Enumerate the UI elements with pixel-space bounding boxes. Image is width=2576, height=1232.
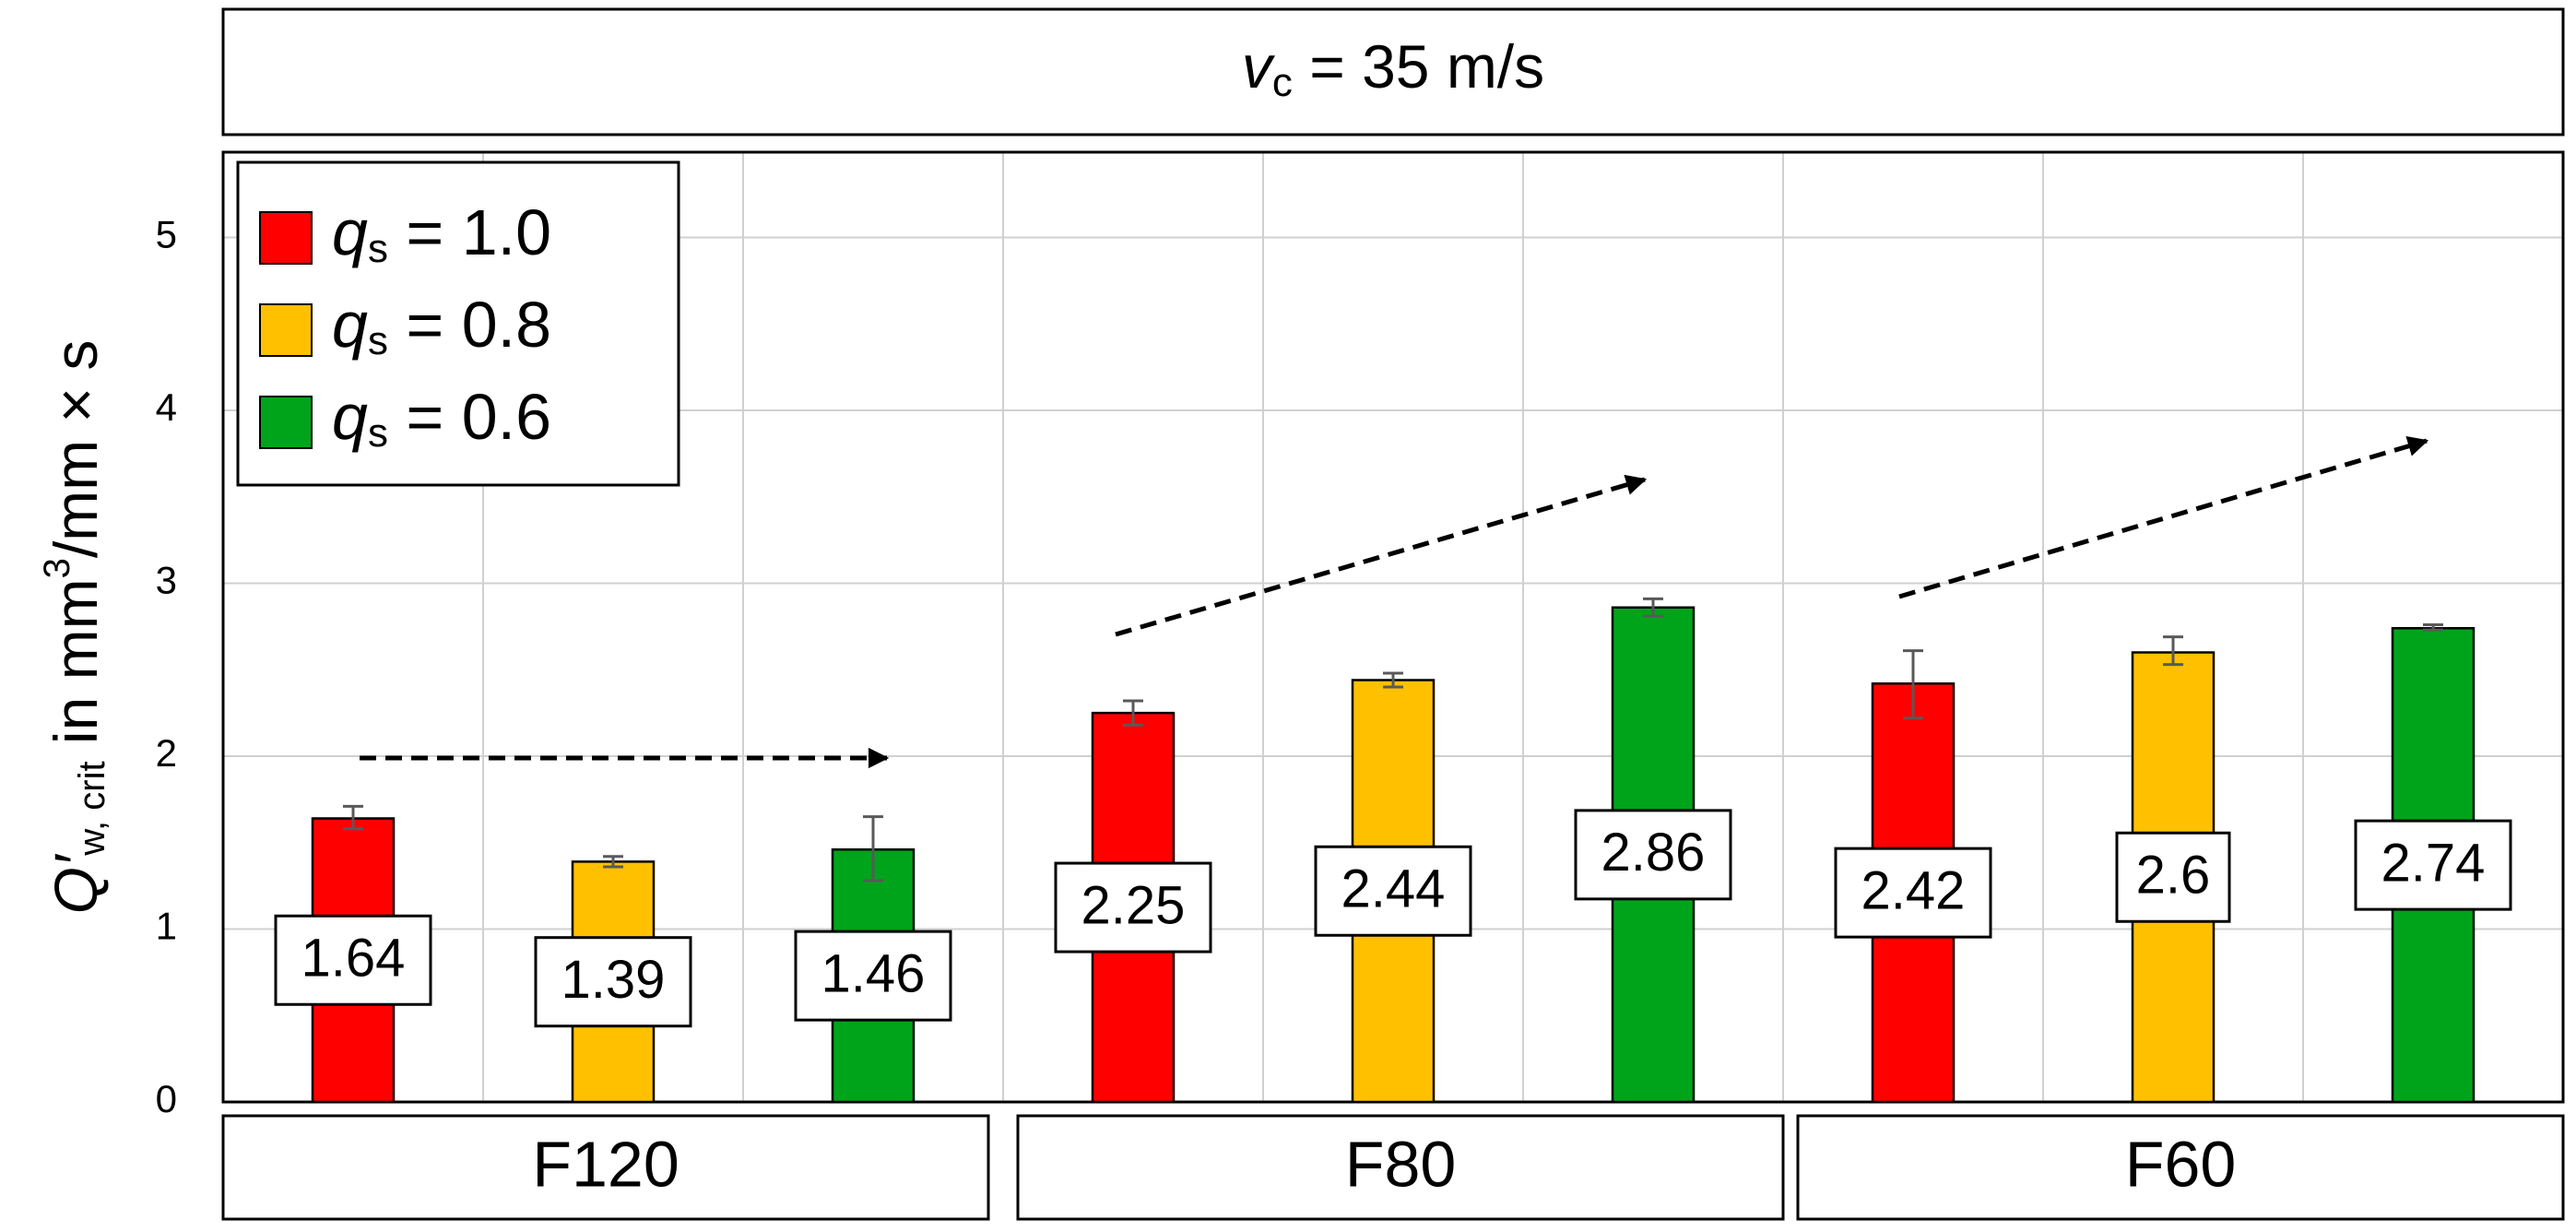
group-box-f80 [1016, 1114, 1785, 1221]
y-tick-label-5: 5 [156, 213, 177, 256]
y-axis-title-main: Q′ [41, 853, 110, 914]
data-label-box-f60-series-3 [2354, 819, 2512, 911]
data-label-box-f60-series-2 [2115, 831, 2231, 923]
legend-label-1: qs = 1.0 [332, 196, 551, 270]
group-box-f60 [1796, 1114, 2565, 1221]
trend-arrow-f60 [1898, 435, 2429, 599]
data-label-f80-series-3: 2.86 [1601, 823, 1706, 883]
data-label-f60-series-2: 2.6 [2136, 846, 2211, 906]
header-sub: c [1272, 60, 1293, 105]
group-label-f80: F80 [1345, 1128, 1457, 1200]
legend-swatch-3 [259, 396, 313, 449]
y-tick-label-2: 2 [156, 731, 177, 775]
y-axis-title-rest: in mm [41, 578, 110, 761]
group-label-f120: F120 [532, 1128, 679, 1200]
header-box [221, 7, 2565, 136]
legend-swatch-2 [259, 303, 313, 357]
data-label-f80-series-1: 2.25 [1081, 875, 1186, 935]
trend-arrow-f80 [1115, 474, 1648, 637]
y-axis-title-sub: w, crit [72, 761, 112, 856]
legend: qs = 1.0 qs = 0.8 qs = 0.6 [236, 160, 680, 487]
data-label-box-f80-series-2 [1314, 845, 1472, 937]
data-label-box-f120-series-1 [274, 914, 432, 1006]
data-label-box-f120-series-3 [794, 930, 952, 1022]
data-label-f60-series-3: 2.74 [2381, 833, 2486, 893]
x-axis-groups: F120 F80 F60 [221, 1114, 2565, 1221]
data-label-box-f60-series-1 [1834, 847, 1992, 939]
y-tick-label-3: 3 [156, 559, 177, 602]
data-label-f120-series-2: 1.39 [561, 950, 666, 1010]
header-rest: = 35 m/s [1293, 32, 1544, 101]
group-label-f60: F60 [2125, 1128, 2237, 1200]
header-label: vc = 35 m/s [1242, 32, 1544, 104]
data-label-box-f80-series-1 [1054, 861, 1212, 954]
legend-label-2: qs = 0.8 [332, 289, 551, 362]
data-label-box-f120-series-2 [534, 936, 692, 1028]
y-axis-title-sup: 3 [37, 558, 77, 578]
y-tick-label-4: 4 [156, 385, 177, 429]
data-label-box-f80-series-3 [1574, 809, 1732, 901]
y-axis-title: Q′w, crit in mm3/mm × s [37, 340, 112, 915]
data-label-f80-series-2: 2.44 [1341, 859, 1446, 919]
y-axis-title-rest2: /mm × s [41, 340, 110, 559]
data-label-f60-series-1: 2.42 [1861, 860, 1966, 920]
group-box-f120 [221, 1114, 990, 1221]
bars: 1.64 1.39 1.46 2.25 2.44 2.86 2.42 2.6 2.74 [274, 597, 2512, 1104]
y-tick-label-1: 1 [156, 905, 177, 948]
y-tick-label-0: 0 [156, 1077, 177, 1120]
data-label-f120-series-1: 1.64 [301, 929, 406, 989]
legend-swatch-1 [259, 211, 313, 265]
legend-label-3: qs = 0.6 [332, 381, 551, 455]
header-var: v [1242, 32, 1276, 101]
data-label-f120-series-3: 1.46 [821, 943, 926, 1003]
y-axis: 0 1 2 3 4 5 [156, 213, 177, 1121]
